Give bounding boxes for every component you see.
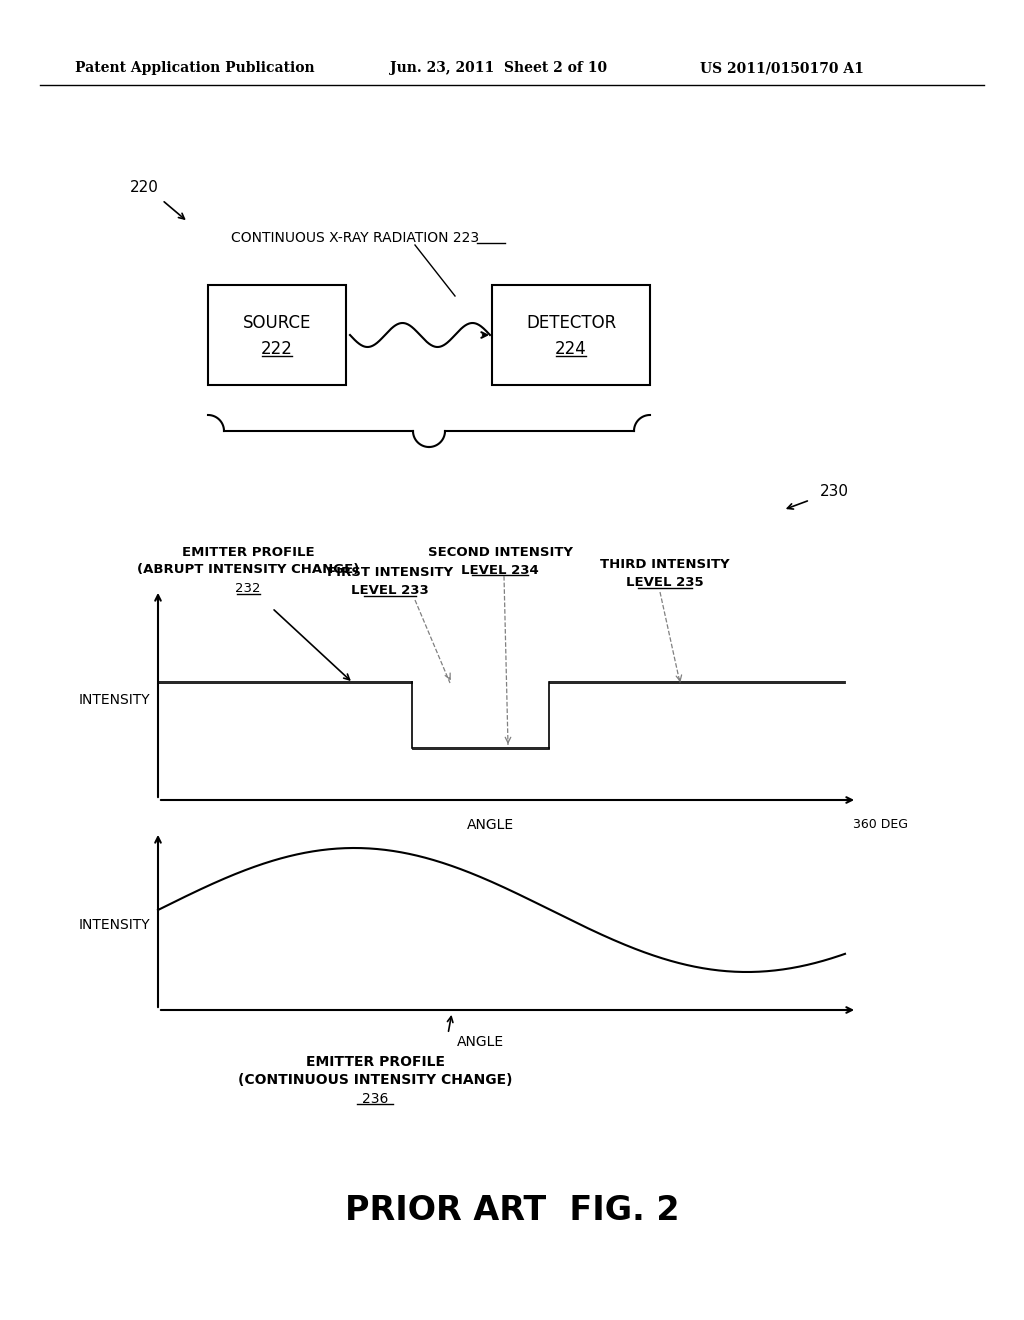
Text: Jun. 23, 2011  Sheet 2 of 10: Jun. 23, 2011 Sheet 2 of 10: [390, 61, 607, 75]
Text: PRIOR ART  FIG. 2: PRIOR ART FIG. 2: [345, 1193, 679, 1226]
Text: FIRST INTENSITY: FIRST INTENSITY: [327, 566, 453, 579]
Text: LEVEL 233: LEVEL 233: [351, 585, 429, 598]
Text: EMITTER PROFILE: EMITTER PROFILE: [305, 1055, 444, 1069]
FancyBboxPatch shape: [208, 285, 346, 385]
Text: (CONTINUOUS INTENSITY CHANGE): (CONTINUOUS INTENSITY CHANGE): [238, 1073, 512, 1086]
Text: ANGLE: ANGLE: [467, 818, 514, 832]
Text: US 2011/0150170 A1: US 2011/0150170 A1: [700, 61, 864, 75]
Text: INTENSITY: INTENSITY: [79, 693, 150, 708]
Text: DETECTOR: DETECTOR: [526, 314, 616, 333]
Text: 224: 224: [555, 341, 587, 358]
Text: 360 DEG: 360 DEG: [853, 818, 908, 832]
Text: INTENSITY: INTENSITY: [79, 917, 150, 932]
Text: Patent Application Publication: Patent Application Publication: [75, 61, 314, 75]
Text: LEVEL 234: LEVEL 234: [461, 564, 539, 577]
Text: SECOND INTENSITY: SECOND INTENSITY: [427, 546, 572, 560]
FancyBboxPatch shape: [492, 285, 650, 385]
Text: 220: 220: [130, 181, 159, 195]
Text: 232: 232: [236, 582, 261, 595]
Text: 230: 230: [820, 484, 849, 499]
Text: 236: 236: [361, 1092, 388, 1106]
Text: CONTINUOUS X-RAY RADIATION 223: CONTINUOUS X-RAY RADIATION 223: [231, 231, 479, 246]
Text: SOURCE: SOURCE: [243, 314, 311, 333]
Text: 222: 222: [261, 341, 293, 358]
Text: LEVEL 235: LEVEL 235: [627, 577, 703, 590]
Text: THIRD INTENSITY: THIRD INTENSITY: [600, 558, 730, 572]
Text: ANGLE: ANGLE: [457, 1035, 504, 1049]
Text: (ABRUPT INTENSITY CHANGE): (ABRUPT INTENSITY CHANGE): [137, 564, 359, 577]
Text: EMITTER PROFILE: EMITTER PROFILE: [181, 546, 314, 560]
